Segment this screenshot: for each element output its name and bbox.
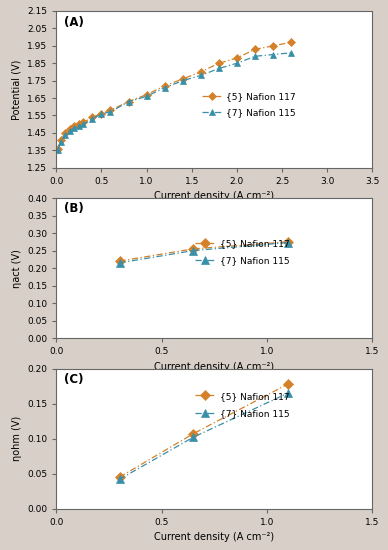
{7} Nafion 115: [217, 65, 221, 72]
{7} Nafion 115: [117, 260, 122, 266]
{7} Nafion 115: [68, 128, 72, 134]
{7} Nafion 115: [108, 109, 113, 116]
X-axis label: Current density (A cm⁻²): Current density (A cm⁻²): [154, 362, 274, 372]
Line: {5} Nafion 117: {5} Nafion 117: [116, 238, 292, 265]
Line: {7} Nafion 115: {7} Nafion 115: [115, 389, 292, 483]
{5} Nafion 117: [68, 126, 72, 133]
{7} Nafion 115: [271, 51, 275, 58]
{7} Nafion 115: [59, 138, 63, 145]
{7} Nafion 115: [144, 93, 149, 100]
{5} Nafion 117: [76, 121, 81, 128]
{7} Nafion 115: [253, 53, 257, 59]
{7} Nafion 115: [286, 390, 291, 397]
X-axis label: Current density (A cm⁻²): Current density (A cm⁻²): [154, 532, 274, 542]
{7} Nafion 115: [117, 476, 122, 482]
{5} Nafion 117: [191, 431, 196, 437]
{5} Nafion 117: [235, 54, 239, 61]
{7} Nafion 115: [99, 111, 104, 117]
{7} Nafion 115: [289, 50, 293, 56]
{5} Nafion 117: [56, 145, 61, 152]
Text: (A): (A): [64, 16, 84, 29]
Legend: {5} Nafion 117, {7} Nafion 115: {5} Nafion 117, {7} Nafion 115: [200, 91, 298, 119]
{5} Nafion 117: [253, 46, 257, 53]
{5} Nafion 117: [180, 75, 185, 82]
{5} Nafion 117: [271, 42, 275, 49]
{7} Nafion 115: [76, 123, 81, 129]
{5} Nafion 117: [199, 69, 203, 75]
{7} Nafion 115: [63, 131, 68, 138]
{5} Nafion 117: [117, 258, 122, 265]
{7} Nafion 115: [191, 434, 196, 441]
{5} Nafion 117: [144, 91, 149, 98]
Text: (C): (C): [64, 373, 84, 386]
Text: (B): (B): [64, 202, 84, 215]
{5} Nafion 117: [108, 107, 113, 113]
{5} Nafion 117: [72, 123, 77, 129]
{5} Nafion 117: [117, 474, 122, 481]
{5} Nafion 117: [81, 119, 86, 126]
{7} Nafion 115: [286, 239, 291, 246]
{5} Nafion 117: [286, 381, 291, 387]
{5} Nafion 117: [286, 239, 291, 245]
{5} Nafion 117: [99, 111, 104, 117]
{5} Nafion 117: [126, 98, 131, 105]
{5} Nafion 117: [63, 130, 68, 136]
{5} Nafion 117: [59, 136, 63, 143]
Legend: {5} Nafion 117, {7} Nafion 115: {5} Nafion 117, {7} Nafion 115: [194, 238, 291, 267]
{7} Nafion 115: [235, 60, 239, 67]
{7} Nafion 115: [199, 72, 203, 79]
{5} Nafion 117: [289, 39, 293, 46]
{7} Nafion 115: [56, 147, 61, 153]
{7} Nafion 115: [191, 248, 196, 254]
{5} Nafion 117: [162, 82, 167, 89]
{5} Nafion 117: [217, 60, 221, 67]
X-axis label: Current density (A cm⁻²): Current density (A cm⁻²): [154, 191, 274, 201]
Line: {7} Nafion 115: {7} Nafion 115: [115, 238, 292, 267]
Y-axis label: ηact (V): ηact (V): [12, 249, 22, 288]
{7} Nafion 115: [90, 116, 95, 122]
{7} Nafion 115: [180, 78, 185, 84]
{7} Nafion 115: [126, 98, 131, 105]
Y-axis label: Potential (V): Potential (V): [12, 59, 22, 119]
{7} Nafion 115: [72, 124, 77, 131]
Line: {7} Nafion 115: {7} Nafion 115: [55, 50, 294, 154]
Line: {5} Nafion 117: {5} Nafion 117: [55, 39, 294, 152]
{7} Nafion 115: [81, 121, 86, 128]
{5} Nafion 117: [191, 245, 196, 252]
{7} Nafion 115: [162, 84, 167, 91]
Y-axis label: ηohm (V): ηohm (V): [12, 416, 22, 461]
Line: {5} Nafion 117: {5} Nafion 117: [116, 380, 292, 481]
Legend: {5} Nafion 117, {7} Nafion 115: {5} Nafion 117, {7} Nafion 115: [194, 390, 291, 420]
{5} Nafion 117: [90, 114, 95, 120]
